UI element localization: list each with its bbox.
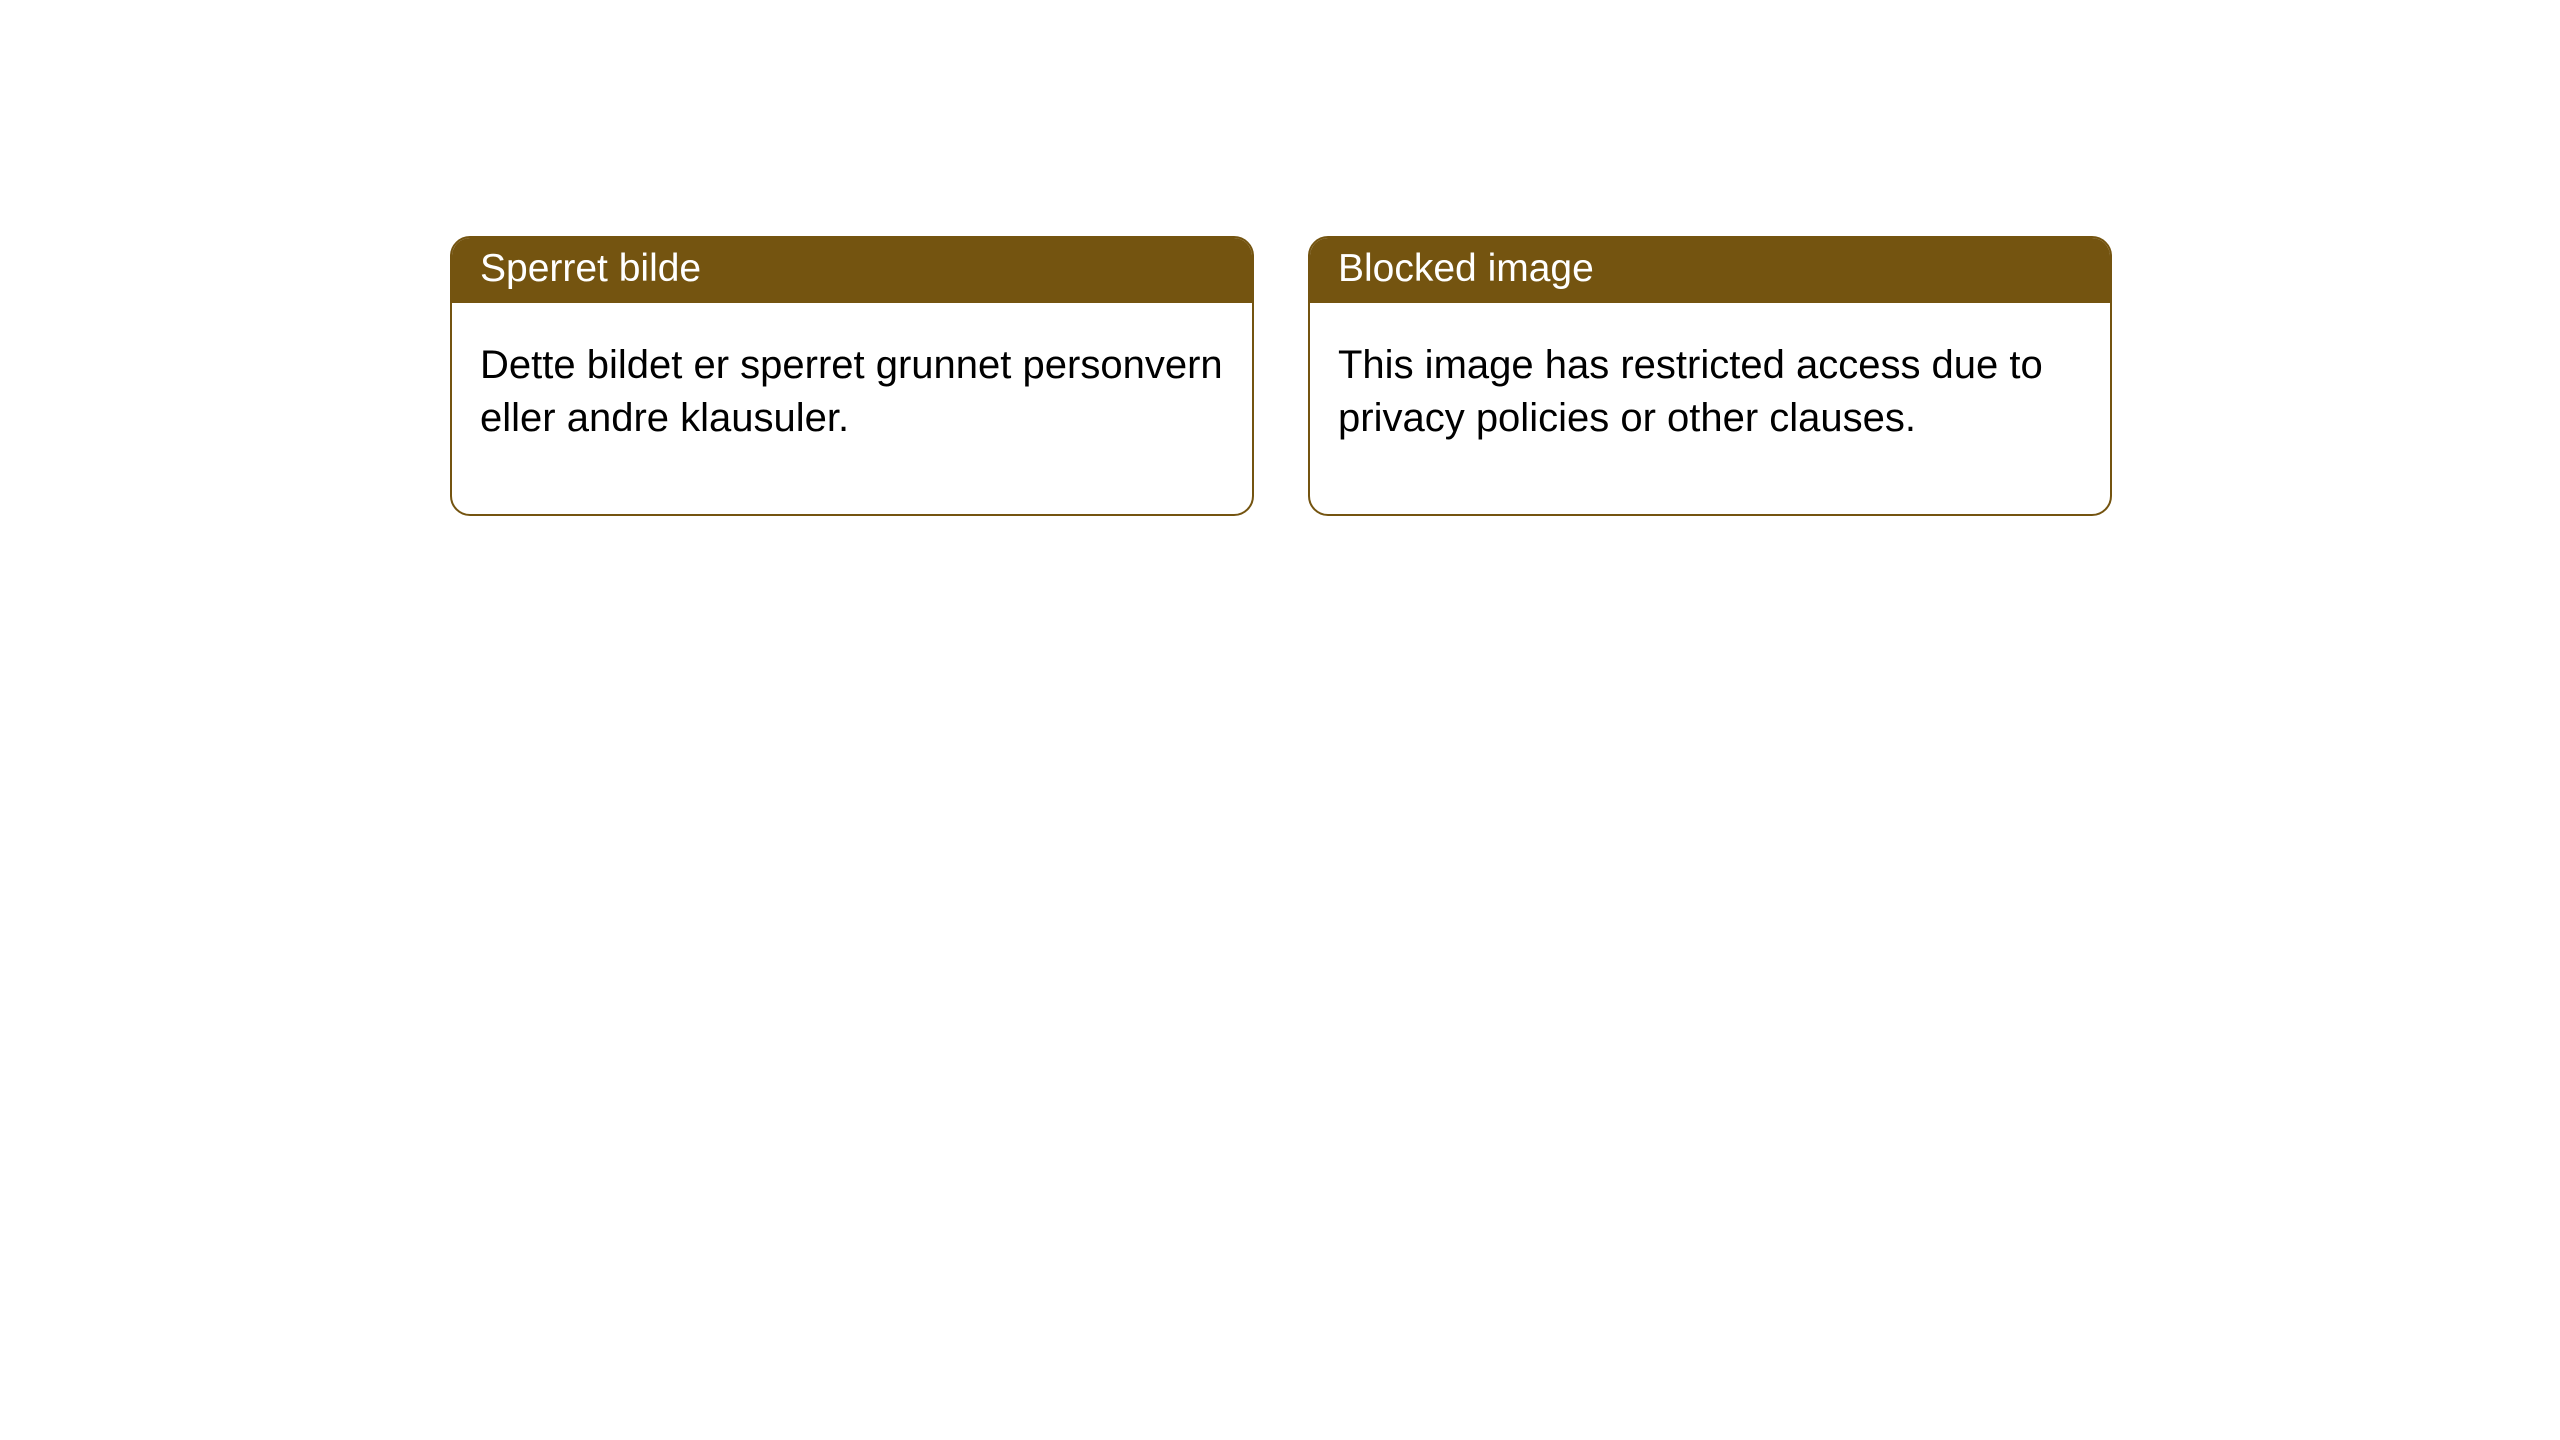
card-body-text: Dette bildet er sperret grunnet personve… <box>452 303 1252 515</box>
notice-card-english: Blocked image This image has restricted … <box>1308 236 2112 516</box>
card-title: Sperret bilde <box>452 238 1252 303</box>
card-body-text: This image has restricted access due to … <box>1310 303 2110 515</box>
card-title: Blocked image <box>1310 238 2110 303</box>
notice-container: Sperret bilde Dette bildet er sperret gr… <box>0 0 2560 516</box>
notice-card-norwegian: Sperret bilde Dette bildet er sperret gr… <box>450 236 1254 516</box>
